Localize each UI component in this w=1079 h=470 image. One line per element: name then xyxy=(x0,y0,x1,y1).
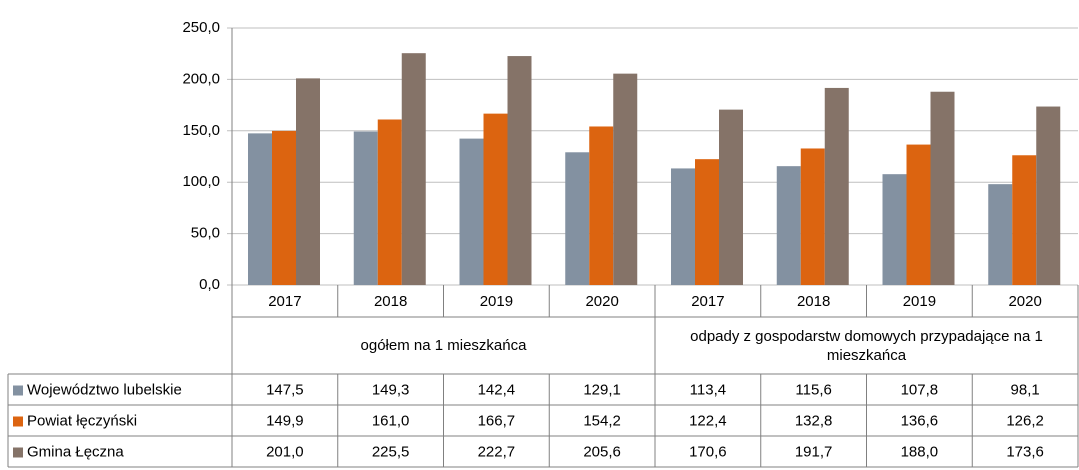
y-tick-label: 250,0 xyxy=(182,19,220,36)
bar xyxy=(988,184,1013,285)
bar xyxy=(483,113,508,285)
value-label: 191,7 xyxy=(795,443,833,460)
value-label: 136,6 xyxy=(901,412,939,429)
value-label: 188,0 xyxy=(901,443,939,460)
value-label: 173,6 xyxy=(1006,443,1044,460)
bar xyxy=(353,131,378,285)
bar xyxy=(930,91,955,286)
group-label: ogółem na 1 mieszkańca xyxy=(360,337,527,354)
bar xyxy=(776,166,801,285)
value-label: 161,0 xyxy=(372,412,410,429)
bar xyxy=(248,133,272,285)
value-label: 122,4 xyxy=(689,412,727,429)
value-label: 142,4 xyxy=(478,381,516,398)
bar xyxy=(1036,106,1061,285)
value-label: 225,5 xyxy=(372,443,410,460)
bar xyxy=(613,73,638,285)
value-label: 147,5 xyxy=(266,381,304,398)
bar xyxy=(565,152,590,285)
legend-label: Województwo lubelskie xyxy=(27,381,182,398)
value-label: 201,0 xyxy=(266,443,304,460)
y-tick-label: 0,0 xyxy=(199,276,220,293)
bar xyxy=(589,126,614,286)
bar xyxy=(824,87,849,285)
x-tick-label: 2017 xyxy=(268,293,301,310)
value-label: 132,8 xyxy=(795,412,833,429)
value-label: 113,4 xyxy=(690,381,726,398)
bar xyxy=(507,56,532,286)
value-label: 126,2 xyxy=(1006,412,1044,429)
value-label: 149,3 xyxy=(372,381,410,398)
value-label: 205,6 xyxy=(583,443,621,460)
legend-swatch xyxy=(13,447,23,458)
value-label: 98,1 xyxy=(1011,381,1040,398)
x-tick-label: 2020 xyxy=(1008,293,1041,310)
value-label: 115,6 xyxy=(795,381,831,398)
y-tick-label: 200,0 xyxy=(182,70,220,87)
y-tick-label: 150,0 xyxy=(182,122,220,139)
x-tick-label: 2019 xyxy=(480,293,513,310)
legend-swatch xyxy=(13,385,23,396)
bar xyxy=(671,168,695,285)
bar xyxy=(272,130,296,285)
value-label: 166,7 xyxy=(478,412,516,429)
bar xyxy=(695,159,719,285)
bar xyxy=(377,119,402,285)
legend-swatch xyxy=(13,416,23,427)
x-tick-label: 2020 xyxy=(585,293,618,310)
value-label: 129,1 xyxy=(583,381,621,398)
bar xyxy=(719,109,743,285)
group-box: odpady z gospodarstw domowych przypadają… xyxy=(690,327,1043,364)
bar xyxy=(882,174,907,285)
bar xyxy=(296,78,320,285)
y-tick-label: 100,0 xyxy=(182,173,220,190)
group-label: odpady z gospodarstw domowych przypadają… xyxy=(690,327,1043,364)
x-tick-label: 2018 xyxy=(374,293,407,310)
value-label: 222,7 xyxy=(478,443,516,460)
value-label: 154,2 xyxy=(583,412,621,429)
legend-label: Gmina Łęczna xyxy=(27,443,124,460)
value-label: 170,6 xyxy=(689,443,727,460)
y-tick-label: 50,0 xyxy=(191,225,220,242)
group-box: ogółem na 1 mieszkańca xyxy=(360,337,527,354)
bar xyxy=(401,53,426,285)
bar xyxy=(459,138,484,285)
x-tick-label: 2019 xyxy=(903,293,936,310)
bar xyxy=(800,148,825,285)
bar xyxy=(906,144,931,285)
value-label: 149,9 xyxy=(266,412,304,429)
x-tick-label: 2017 xyxy=(691,293,724,310)
bar xyxy=(1012,155,1037,285)
x-tick-label: 2018 xyxy=(797,293,830,310)
value-label: 107,8 xyxy=(901,381,939,398)
legend-label: Powiat łęczyński xyxy=(27,412,137,429)
